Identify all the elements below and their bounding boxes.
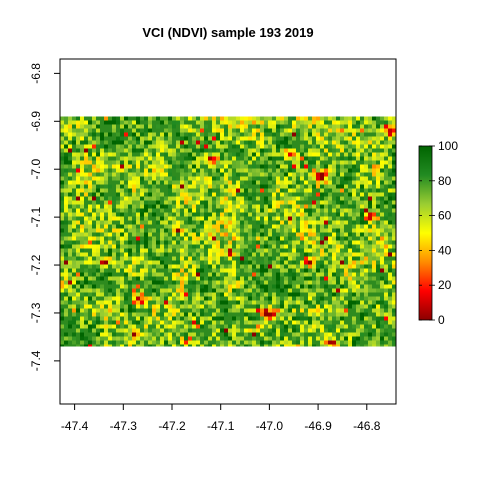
colorbar-tick-label: 0 (438, 313, 445, 327)
colorbar-tick-label: 40 (438, 243, 452, 257)
y-tick-label: -7.1 (29, 206, 43, 227)
y-axis: -6.8 -6.9 -7.0 -7.1 -7.2 -7.3 -7.4 (29, 63, 61, 371)
colorbar-scale (418, 145, 433, 321)
x-tick-label: -46.8 (353, 419, 381, 433)
x-tick-label: -47.1 (207, 419, 235, 433)
x-tick-label: -47.4 (61, 419, 89, 433)
x-tick-label: -47.0 (256, 419, 284, 433)
y-tick-label: -7.0 (29, 159, 43, 180)
colorbar-tick-label: 20 (438, 278, 452, 292)
y-tick-label: -7.2 (29, 254, 43, 275)
y-tick-label: -6.8 (29, 63, 43, 84)
colorbar-legend: 0 20 40 60 80 100 (418, 139, 458, 327)
y-tick-label: -6.9 (29, 111, 43, 132)
colorbar-tick-label: 80 (438, 174, 452, 188)
x-tick-label: -47.2 (158, 419, 186, 433)
colorbar-tick-label: 100 (438, 139, 458, 153)
raster-layer (60, 116, 396, 347)
y-tick-label: -7.4 (29, 350, 43, 371)
colorbar-tick-label: 60 (438, 209, 452, 223)
x-tick-label: -46.9 (304, 419, 332, 433)
x-axis: -47.4 -47.3 -47.2 -47.1 -47.0 -46.9 -46.8 (61, 403, 381, 433)
y-tick-label: -7.3 (29, 302, 43, 323)
x-tick-label: -47.3 (110, 419, 138, 433)
chart-title: VCI (NDVI) sample 193 2019 (142, 25, 313, 40)
